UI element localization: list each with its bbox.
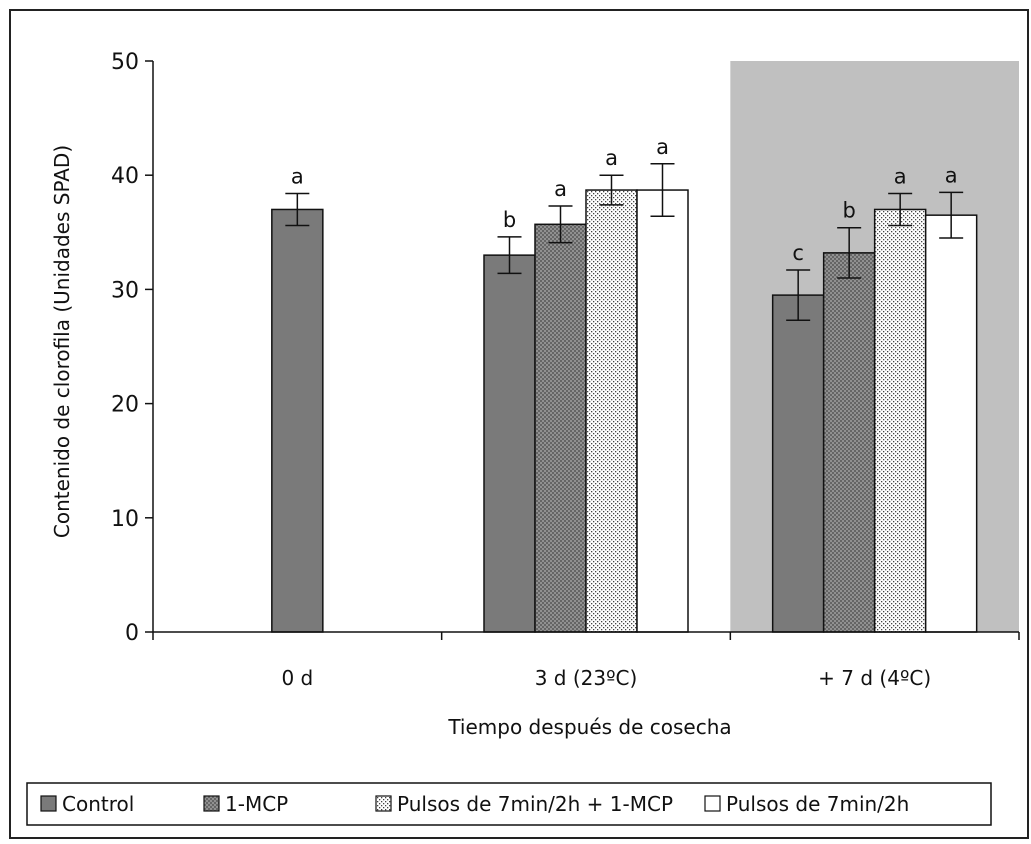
legend-swatch <box>375 795 392 812</box>
significance-label: a <box>554 177 567 201</box>
y-tick-label: 0 <box>125 621 139 646</box>
error-bar <box>888 192 913 227</box>
legend-label: Pulsos de 7min/2h <box>726 792 909 816</box>
legend-label: Pulsos de 7min/2h + 1-MCP <box>397 792 673 816</box>
significance-label: a <box>894 164 907 188</box>
bar <box>534 223 587 633</box>
error-bar <box>497 236 522 275</box>
x-tick-label: 3 d (23ºC) <box>535 666 638 690</box>
bar <box>924 214 978 633</box>
significance-label: a <box>656 135 669 159</box>
legend-swatch <box>704 795 721 812</box>
x-tick-label: 0 d <box>281 666 313 690</box>
error-bar <box>786 269 811 321</box>
y-tick-label: 20 <box>111 393 139 418</box>
error-bar <box>548 205 573 244</box>
y-tick-label: 40 <box>111 164 139 189</box>
error-bar <box>650 163 675 218</box>
y-tick-label: 10 <box>111 507 139 532</box>
significance-label: a <box>605 146 618 170</box>
x-tick-label: + 7 d (4ºC) <box>818 666 931 690</box>
significance-label: b <box>503 208 516 232</box>
bar <box>483 254 536 633</box>
error-bar <box>837 226 862 279</box>
y-tick-label: 50 <box>111 50 139 75</box>
y-tick-label: 30 <box>111 278 139 303</box>
significance-label: b <box>842 199 855 223</box>
x-axis-title: Tiempo después de cosecha <box>447 715 731 739</box>
significance-label: c <box>792 241 804 265</box>
legend-box <box>26 782 992 826</box>
bar <box>771 294 825 633</box>
bar <box>873 208 927 633</box>
chart: a b a a a c b a a 0 10 20 30 40 50 0 d 3 d (23ºC) + 7 d (… <box>26 50 1020 826</box>
error-bar <box>285 192 310 227</box>
significance-label: a <box>291 164 304 188</box>
y-axis-title: Contenido de clorofila (Unidades SPAD) <box>50 145 74 538</box>
legend-label: 1-MCP <box>225 792 288 816</box>
bar <box>585 189 638 633</box>
error-bar <box>939 191 964 239</box>
bar <box>271 208 324 633</box>
legend-swatch <box>203 795 220 812</box>
bar <box>636 189 689 633</box>
legend-label: Control <box>62 792 134 816</box>
legend-swatch <box>40 795 57 812</box>
chart-frame: a b a a a c b a a 0 10 20 30 40 50 0 d 3 d (23ºC) + 7 d (… <box>9 9 1029 839</box>
error-bar <box>599 174 624 206</box>
significance-label: a <box>945 163 958 187</box>
bar <box>822 252 876 633</box>
